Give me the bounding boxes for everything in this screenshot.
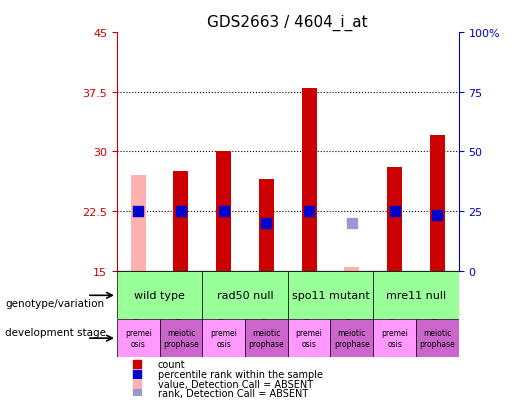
Point bbox=[433, 213, 441, 219]
Text: rad50 null: rad50 null bbox=[217, 291, 273, 301]
Bar bbox=[345, 268, 359, 272]
Text: rank, Detection Call = ABSENT: rank, Detection Call = ABSENT bbox=[158, 388, 308, 398]
Text: premei
osis: premei osis bbox=[296, 329, 322, 348]
Bar bbox=[430, 136, 445, 272]
FancyBboxPatch shape bbox=[373, 272, 459, 320]
FancyBboxPatch shape bbox=[117, 320, 160, 357]
Point bbox=[133, 371, 142, 377]
Text: premei
osis: premei osis bbox=[125, 329, 152, 348]
FancyBboxPatch shape bbox=[331, 320, 373, 357]
FancyBboxPatch shape bbox=[117, 272, 202, 320]
Bar bbox=[216, 152, 231, 272]
Text: wild type: wild type bbox=[134, 291, 185, 301]
Text: premei
osis: premei osis bbox=[381, 329, 408, 348]
Text: meiotic
prophase: meiotic prophase bbox=[419, 329, 455, 348]
Bar bbox=[259, 180, 274, 272]
FancyBboxPatch shape bbox=[202, 320, 245, 357]
FancyBboxPatch shape bbox=[288, 320, 331, 357]
Point bbox=[133, 381, 142, 387]
Bar bbox=[387, 168, 402, 272]
Text: meiotic
prophase: meiotic prophase bbox=[163, 329, 199, 348]
FancyBboxPatch shape bbox=[202, 272, 288, 320]
Text: mre11 null: mre11 null bbox=[386, 291, 446, 301]
Text: meiotic
prophase: meiotic prophase bbox=[334, 329, 370, 348]
Text: development stage: development stage bbox=[5, 328, 106, 337]
Text: percentile rank within the sample: percentile rank within the sample bbox=[158, 369, 323, 379]
FancyBboxPatch shape bbox=[416, 320, 459, 357]
FancyBboxPatch shape bbox=[245, 320, 288, 357]
Point bbox=[219, 209, 228, 215]
Point bbox=[177, 209, 185, 215]
Point bbox=[390, 209, 399, 215]
Text: genotype/variation: genotype/variation bbox=[5, 299, 104, 309]
FancyBboxPatch shape bbox=[373, 320, 416, 357]
Text: meiotic
prophase: meiotic prophase bbox=[249, 329, 284, 348]
Text: value, Detection Call = ABSENT: value, Detection Call = ABSENT bbox=[158, 379, 313, 389]
Title: GDS2663 / 4604_i_at: GDS2663 / 4604_i_at bbox=[208, 15, 368, 31]
Bar bbox=[174, 172, 188, 272]
Point bbox=[133, 389, 142, 396]
Text: count: count bbox=[158, 359, 185, 369]
Point bbox=[305, 209, 313, 215]
Point bbox=[133, 361, 142, 367]
FancyBboxPatch shape bbox=[288, 272, 373, 320]
Point bbox=[348, 221, 356, 227]
Bar bbox=[302, 88, 317, 272]
FancyBboxPatch shape bbox=[160, 320, 202, 357]
Text: premei
osis: premei osis bbox=[210, 329, 237, 348]
Point bbox=[134, 209, 142, 215]
Point bbox=[262, 221, 270, 227]
Text: spo11 mutant: spo11 mutant bbox=[291, 291, 369, 301]
Bar bbox=[131, 176, 146, 272]
